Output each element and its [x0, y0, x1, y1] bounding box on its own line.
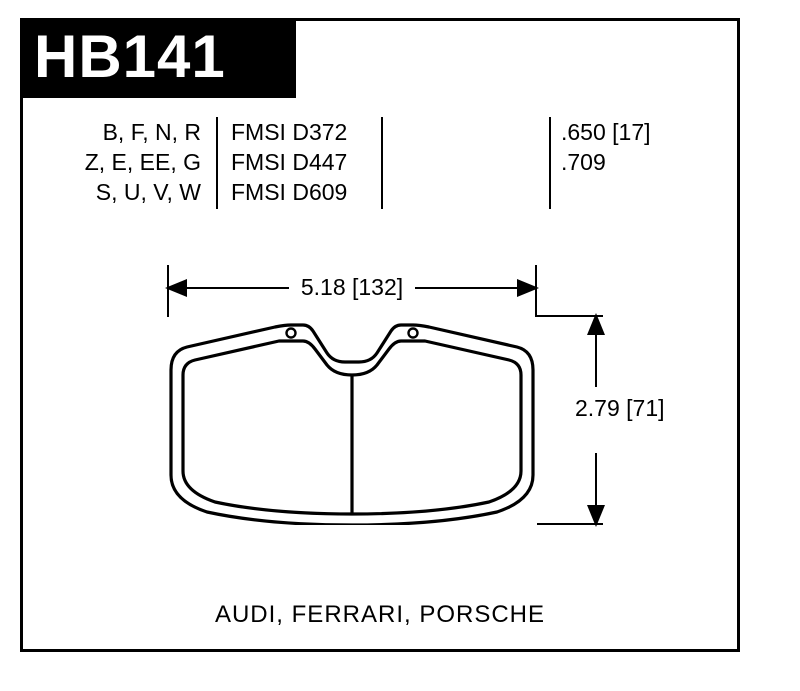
separator [216, 117, 218, 209]
brake-pad-outline [167, 315, 537, 525]
spec-frame: HB141 B, F, N, R Z, E, EE, G S, U, V, W … [20, 18, 740, 652]
fmsi-codes: FMSI D372 FMSI D447 FMSI D609 [231, 117, 347, 207]
compound-codes: B, F, N, R Z, E, EE, G S, U, V, W [71, 117, 201, 207]
thickness-values: .650 [17] .709 [561, 117, 651, 177]
arrow-up-icon [587, 313, 605, 335]
arrow-down-icon [587, 505, 605, 527]
width-label: 5.18 [132] [167, 274, 537, 301]
separator [549, 117, 551, 209]
separator [381, 117, 383, 209]
diagram-region: 5.18 [132] 2.79 [71] [107, 237, 697, 587]
height-dimension: 2.79 [71] [575, 315, 685, 525]
spec-row: B, F, N, R Z, E, EE, G S, U, V, W FMSI D… [63, 117, 713, 217]
brand-fitment: AUDI, FERRARI, PORSCHE [23, 601, 737, 629]
part-number-header: HB141 [20, 18, 296, 98]
height-label: 2.79 [71] [575, 395, 695, 421]
part-number: HB141 [34, 23, 226, 90]
width-dimension: 5.18 [132] [167, 265, 537, 309]
